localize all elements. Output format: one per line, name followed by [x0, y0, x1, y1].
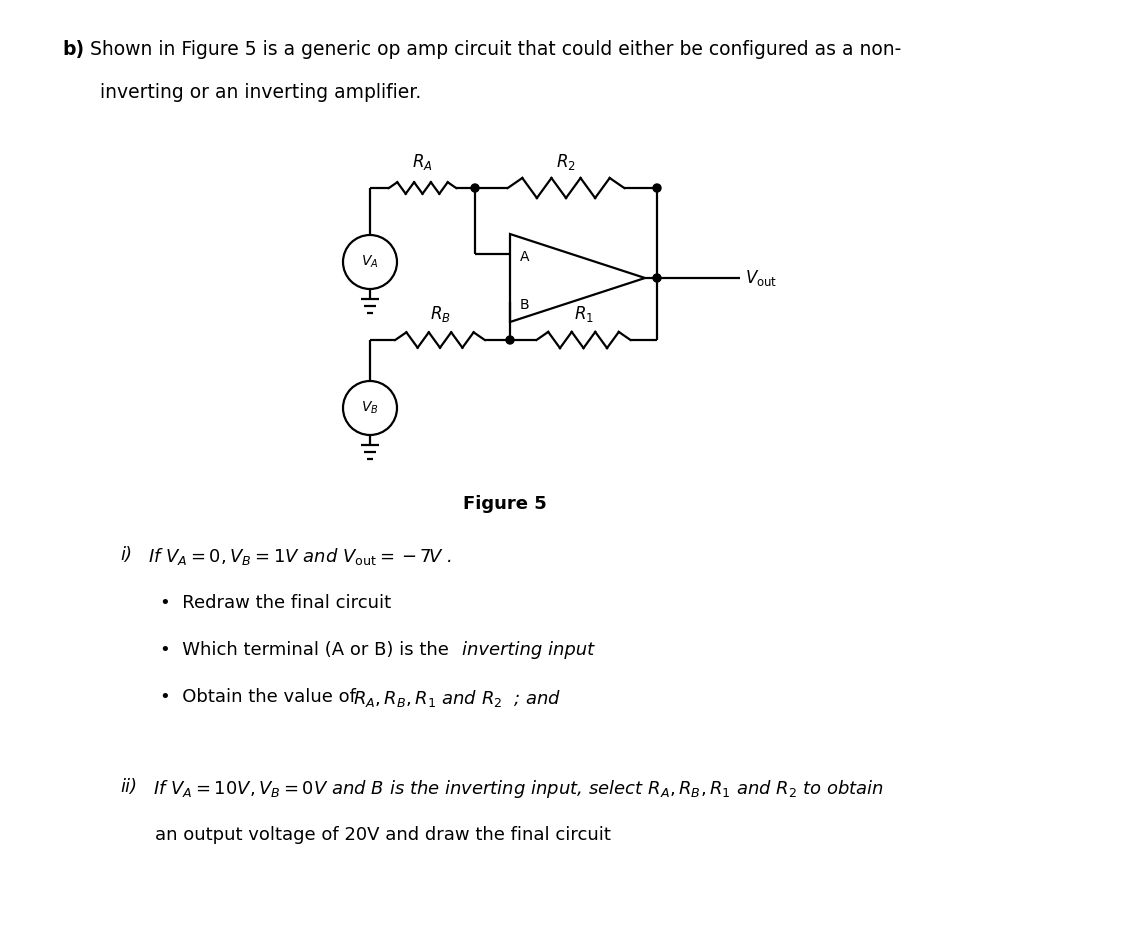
Text: i): i) — [120, 546, 132, 564]
Text: A: A — [520, 250, 530, 264]
Text: •  Which terminal (A or B) is the: • Which terminal (A or B) is the — [160, 641, 454, 659]
Text: $R_A$: $R_A$ — [412, 152, 433, 172]
Text: •  Redraw the final circuit: • Redraw the final circuit — [160, 594, 392, 612]
Text: Figure 5: Figure 5 — [464, 495, 547, 513]
Text: inverting input: inverting input — [462, 641, 594, 659]
Text: $R_B$: $R_B$ — [430, 304, 450, 324]
Text: $V_B$: $V_B$ — [361, 400, 379, 417]
Circle shape — [652, 184, 662, 192]
Text: $R_2$: $R_2$ — [556, 152, 576, 172]
Text: $V_{\rm out}$: $V_{\rm out}$ — [745, 268, 777, 288]
Text: $R_1$: $R_1$ — [574, 304, 594, 324]
Circle shape — [506, 336, 514, 344]
Text: ii): ii) — [120, 778, 137, 796]
Text: Shown in Figure 5 is a generic op amp circuit that could either be configured as: Shown in Figure 5 is a generic op amp ci… — [90, 40, 901, 59]
Text: $R_A, R_B, R_1$ and $R_2$  ; and: $R_A, R_B, R_1$ and $R_2$ ; and — [353, 688, 561, 709]
Text: b): b) — [62, 40, 84, 59]
Circle shape — [652, 274, 662, 282]
Text: an output voltage of 20V and draw the final circuit: an output voltage of 20V and draw the fi… — [155, 826, 611, 844]
Text: If $V_A = 10V, V_B = 0V$ and B is the inverting input, $\it{select}\ R_A, R_B, R: If $V_A = 10V, V_B = 0V$ and B is the in… — [153, 778, 884, 800]
Text: $V_A$: $V_A$ — [361, 254, 379, 271]
Circle shape — [471, 184, 479, 192]
Text: If $V_A = 0, V_B = 1V$ and $V_{\rm out} = -7V$ .: If $V_A = 0, V_B = 1V$ and $V_{\rm out} … — [148, 546, 451, 567]
Text: •  Obtain the value of: • Obtain the value of — [160, 688, 361, 706]
Text: B: B — [520, 298, 530, 312]
Text: inverting or an inverting amplifier.: inverting or an inverting amplifier. — [100, 83, 421, 102]
